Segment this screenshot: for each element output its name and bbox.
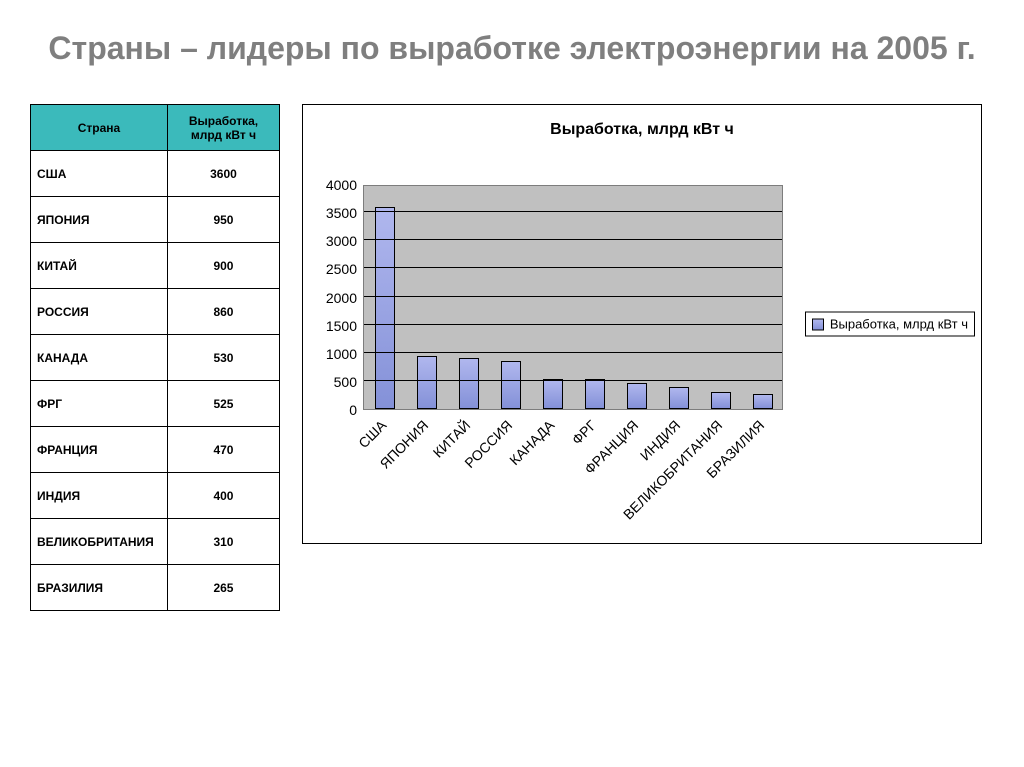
chart-y-tick-label: 1500 [326,318,357,334]
table-cell-value: 310 [167,519,279,565]
chart-y-tick-label: 3500 [326,205,357,221]
table-cell-value: 900 [167,243,279,289]
table-cell-country: ФРГ [31,381,168,427]
chart-x-axis-labels: СШАЯПОНИЯКИТАЙРОССИЯКАНАДАФРГФРАНЦИЯИНДИ… [363,417,783,537]
chart-gridline [364,380,782,381]
table-row: ФРГ525 [31,381,280,427]
table-row: США3600 [31,151,280,197]
table-cell-country: США [31,151,168,197]
table-cell-value: 950 [167,197,279,243]
chart-bar [501,361,521,409]
bar-chart: Выработка, млрд кВт ч 0 500 1000 1500 2000 25… [302,104,982,544]
table-row: ВЕЛИКОБРИТАНИЯ310 [31,519,280,565]
table-body: США3600ЯПОНИЯ950КИТАЙ900РОССИЯ860КАНАДА5… [31,151,280,611]
chart-title: Выработка, млрд кВт ч [303,121,981,139]
table-row: ЯПОНИЯ950 [31,197,280,243]
table-col-header-country: Страна [31,105,168,151]
table-col-header-output: Выработка, млрд кВт ч [167,105,279,151]
chart-bar [711,392,731,409]
legend-label: Выработка, млрд кВт ч [830,317,968,332]
table-cell-country: БРАЗИЛИЯ [31,565,168,611]
chart-gridline [364,267,782,268]
table-cell-value: 530 [167,335,279,381]
chart-bar [375,207,395,410]
chart-bar [459,358,479,409]
chart-y-axis-labels: 05001000150020002500300035004000 [313,185,357,410]
table-cell-value: 400 [167,473,279,519]
chart-bar [753,394,773,409]
chart-y-tick-label: 0 [349,402,357,418]
chart-gridline [364,211,782,212]
table-cell-value: 470 [167,427,279,473]
table-row: БРАЗИЛИЯ265 [31,565,280,611]
table-cell-value: 3600 [167,151,279,197]
chart-plot-area [363,185,783,410]
table-cell-country: ИНДИЯ [31,473,168,519]
chart-y-tick-label: 2500 [326,261,357,277]
data-table: Страна Выработка, млрд кВт ч США3600ЯПОН… [30,104,280,611]
chart-bar [627,383,647,409]
legend-swatch-icon [812,318,824,330]
chart-gridline [364,239,782,240]
chart-bars [364,186,782,409]
chart-bar [543,379,563,409]
table-row: КИТАЙ900 [31,243,280,289]
table-cell-country: КАНАДА [31,335,168,381]
chart-bar [669,387,689,410]
table-header-row: Страна Выработка, млрд кВт ч [31,105,280,151]
content-row: Страна Выработка, млрд кВт ч США3600ЯПОН… [0,104,1024,611]
chart-y-tick-label: 1000 [326,346,357,362]
table-row: РОССИЯ860 [31,289,280,335]
page-title-area: Страны – лидеры по выработке электроэнер… [0,0,1024,104]
chart-gridline [364,296,782,297]
chart-bar [417,356,437,409]
table-row: ФРАНЦИЯ470 [31,427,280,473]
table-cell-country: ВЕЛИКОБРИТАНИЯ [31,519,168,565]
table-cell-country: ЯПОНИЯ [31,197,168,243]
table-row: ИНДИЯ400 [31,473,280,519]
chart-y-tick-label: 2000 [326,290,357,306]
chart-gridline [364,352,782,353]
table-cell-value: 860 [167,289,279,335]
chart-y-tick-label: 500 [334,374,357,390]
table-cell-value: 525 [167,381,279,427]
table-cell-country: КИТАЙ [31,243,168,289]
table-cell-country: ФРАНЦИЯ [31,427,168,473]
page-title: Страны – лидеры по выработке электроэнер… [40,28,984,68]
chart-gridline [364,324,782,325]
chart-y-tick-label: 4000 [326,177,357,193]
table-row: КАНАДА530 [31,335,280,381]
table-cell-country: РОССИЯ [31,289,168,335]
chart-y-tick-label: 3000 [326,233,357,249]
chart-legend: Выработка, млрд кВт ч [805,312,975,337]
table-cell-value: 265 [167,565,279,611]
chart-bar [585,379,605,409]
